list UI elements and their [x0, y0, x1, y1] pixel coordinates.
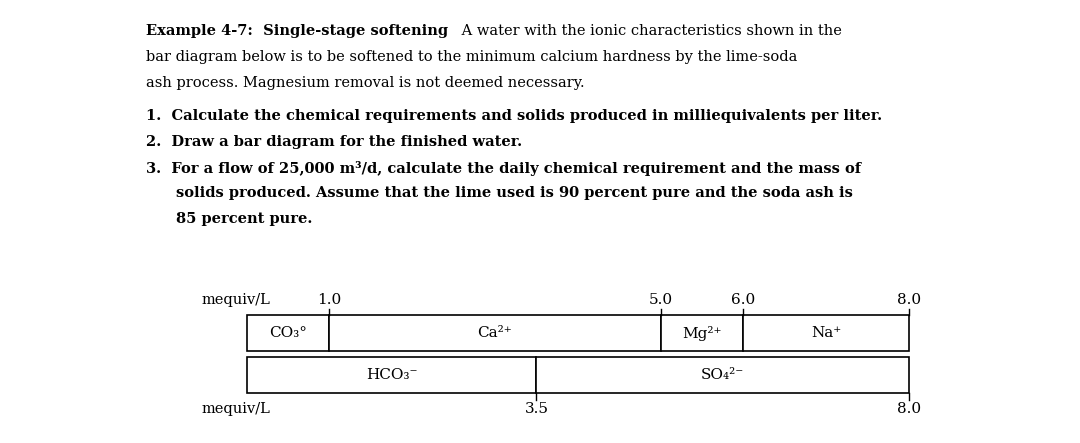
Text: Example 4-7:  Single-stage softening: Example 4-7: Single-stage softening	[146, 24, 448, 39]
Text: solids produced. Assume that the lime used is 90 percent pure and the soda ash i: solids produced. Assume that the lime us…	[176, 186, 853, 200]
Text: HCO₃⁻: HCO₃⁻	[366, 368, 417, 382]
Text: CO₃°: CO₃°	[269, 326, 307, 340]
Bar	[329, 315, 661, 351]
Text: 3.5: 3.5	[525, 402, 549, 416]
Text: Ca²⁺: Ca²⁺	[477, 326, 512, 340]
Text: 1.  Calculate the chemical requirements and solids produced in milliequivalents : 1. Calculate the chemical requirements a…	[146, 109, 882, 123]
Text: Na⁺: Na⁺	[811, 326, 841, 340]
Text: mequiv/L: mequiv/L	[201, 402, 270, 416]
Text: 85 percent pure.: 85 percent pure.	[176, 212, 312, 226]
Bar	[537, 358, 909, 393]
Text: 8.0: 8.0	[896, 402, 921, 416]
Text: bar diagram below is to be softened to the minimum calcium hardness by the lime-: bar diagram below is to be softened to t…	[146, 50, 797, 64]
Text: mequiv/L: mequiv/L	[201, 293, 270, 307]
Bar	[246, 358, 537, 393]
Text: ash process. Magnesium removal is not deemed necessary.: ash process. Magnesium removal is not de…	[146, 76, 584, 90]
Text: 1.0: 1.0	[318, 293, 341, 307]
Text: 5.0: 5.0	[648, 293, 673, 307]
Text: 3.  For a flow of 25,000 m³/d, calculate the daily chemical requirement and the : 3. For a flow of 25,000 m³/d, calculate …	[146, 160, 861, 175]
Text: SO₄²⁻: SO₄²⁻	[701, 368, 744, 382]
Bar	[661, 315, 743, 351]
Text: 8.0: 8.0	[896, 293, 921, 307]
Bar	[743, 315, 909, 351]
Text: Mg²⁺: Mg²⁺	[683, 326, 721, 341]
Bar	[246, 315, 329, 351]
Text: 2.  Draw a bar diagram for the finished water.: 2. Draw a bar diagram for the finished w…	[146, 135, 522, 149]
Text: A water with the ionic characteristics shown in the: A water with the ionic characteristics s…	[457, 24, 841, 39]
Text: 6.0: 6.0	[731, 293, 756, 307]
